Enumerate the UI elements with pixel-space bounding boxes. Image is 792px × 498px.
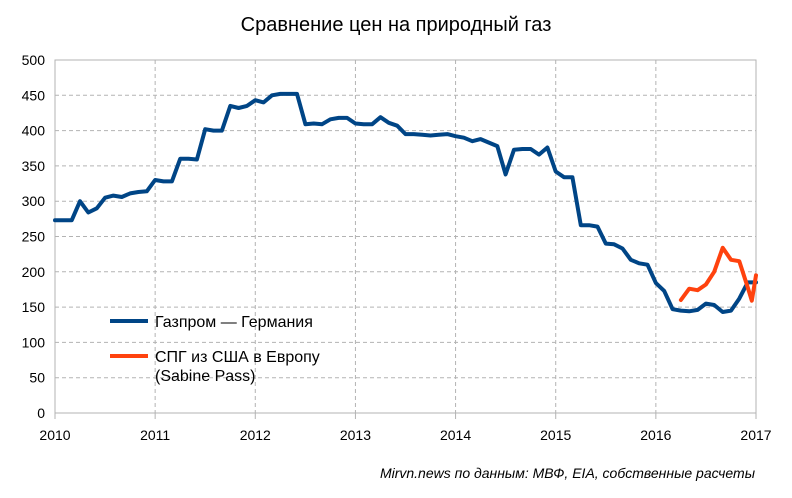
x-tick-label: 2016	[640, 427, 671, 443]
x-tick-label: 2014	[440, 427, 471, 443]
y-tick-label: 200	[22, 264, 46, 280]
x-tick-label: 2017	[740, 427, 771, 443]
y-tick-label: 450	[22, 87, 46, 103]
series-line-1	[53, 91, 758, 314]
y-tick-label: 100	[22, 334, 46, 350]
y-tick-label: 250	[22, 229, 46, 245]
legend-label: СПГ из США в Европу	[155, 349, 320, 366]
x-tick-label: 2010	[39, 427, 70, 443]
axis-tick-labels: 0 50 100 150 200 250 300 350 400 450 500 2010 2011 20…	[22, 52, 772, 443]
y-tick-label: 500	[22, 52, 46, 68]
source-note: Mirvn.news по данным: МВФ, EIA, собствен…	[380, 465, 756, 481]
x-tick-label: 2013	[340, 427, 371, 443]
series-lines	[53, 91, 758, 314]
y-tick-label: 300	[22, 193, 46, 209]
series-line-2	[678, 245, 758, 303]
chart-title: Сравнение цен на природный газ	[241, 14, 552, 36]
y-tick-label: 50	[29, 370, 45, 386]
y-tick-label: 0	[37, 405, 45, 421]
x-tick-label: 2012	[240, 427, 271, 443]
legend-label: Газпром — Германия	[155, 314, 313, 331]
y-tick-label: 150	[22, 299, 46, 315]
x-tick-label: 2015	[540, 427, 571, 443]
x-tick-label: 2011	[140, 427, 170, 443]
legend: Газпром — Германия СПГ из США в Европу (Sa…	[110, 314, 320, 385]
y-tick-label: 350	[22, 158, 46, 174]
y-tick-label: 400	[22, 123, 46, 139]
legend-label: (Sabine Pass)	[155, 368, 256, 385]
plot-area	[54, 59, 757, 414]
